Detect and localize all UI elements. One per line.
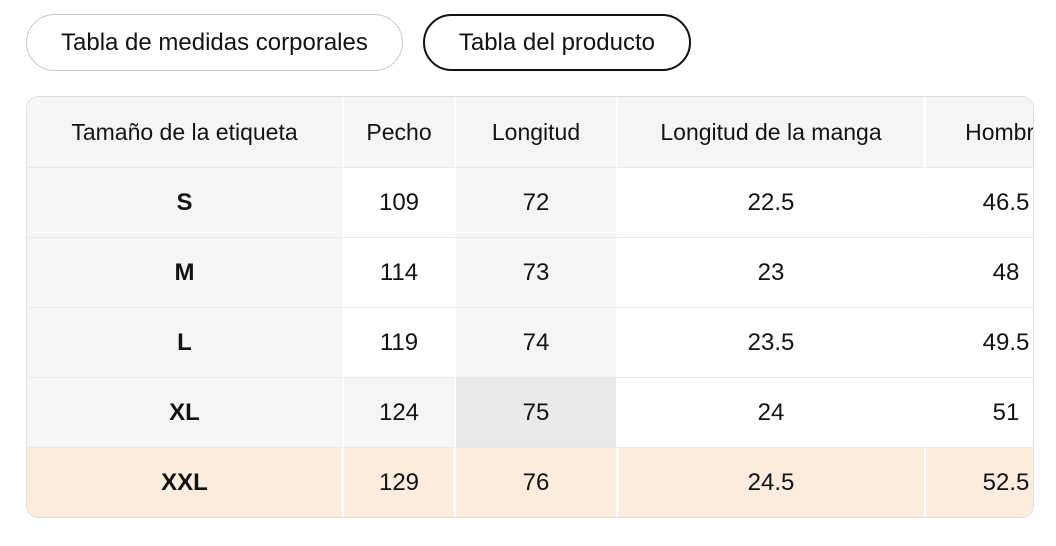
value-cell[interactable]: 76: [456, 447, 618, 517]
size-cell-XL[interactable]: XL: [27, 377, 344, 447]
value-cell[interactable]: 49.5: [926, 307, 1033, 377]
value-cell[interactable]: 23.5: [618, 307, 926, 377]
size-cell-XXL[interactable]: XXL: [27, 447, 344, 517]
value-cell[interactable]: 51: [926, 377, 1033, 447]
value-cell[interactable]: 129: [344, 447, 456, 517]
table-row-S: S 109 72 22.5 46.5: [27, 167, 1033, 237]
value-cell[interactable]: 72: [456, 167, 618, 237]
value-cell[interactable]: 24: [618, 377, 926, 447]
value-cell[interactable]: 73: [456, 237, 618, 307]
value-cell[interactable]: 124: [344, 377, 456, 447]
size-chart-tabs: Tabla de medidas corporales Tabla del pr…: [26, 14, 1056, 71]
column-header-3: Longitud: [456, 97, 618, 167]
column-header-5: Hombro: [926, 97, 1033, 167]
value-cell[interactable]: 46.5: [926, 167, 1033, 237]
size-table: Tamaño de la etiqueta Pecho Longitud Longit…: [27, 97, 1033, 517]
table-row-XL: XL 124 75 24 51: [27, 377, 1033, 447]
size-table-container[interactable]: Tamaño de la etiqueta Pecho Longitud Longit…: [26, 96, 1034, 518]
value-cell[interactable]: 75: [456, 377, 618, 447]
header-row: Tamaño de la etiqueta Pecho Longitud Longit…: [27, 97, 1033, 167]
value-cell[interactable]: 109: [344, 167, 456, 237]
size-cell-S[interactable]: S: [27, 167, 344, 237]
value-cell[interactable]: 48: [926, 237, 1033, 307]
table-row-XXL: XXL 129 76 24.5 52.5: [27, 447, 1033, 517]
column-header-1: Tamaño de la etiqueta: [27, 97, 344, 167]
value-cell[interactable]: 74: [456, 307, 618, 377]
size-table-body: S 109 72 22.5 46.5 M 114 73 23 48 L 119 74 23.5 49.5 XL…: [27, 167, 1033, 517]
value-cell[interactable]: 23: [618, 237, 926, 307]
value-cell[interactable]: 24.5: [618, 447, 926, 517]
column-header-2: Pecho: [344, 97, 456, 167]
size-table-header: Tamaño de la etiqueta Pecho Longitud Longit…: [27, 97, 1033, 167]
tab-product-table[interactable]: Tabla del producto: [422, 14, 691, 71]
value-cell[interactable]: 119: [344, 307, 456, 377]
size-cell-M[interactable]: M: [27, 237, 344, 307]
column-header-4: Longitud de la manga: [618, 97, 926, 167]
value-cell[interactable]: 52.5: [926, 447, 1033, 517]
tab-body-measurements[interactable]: Tabla de medidas corporales: [26, 14, 403, 71]
value-cell[interactable]: 114: [344, 237, 456, 307]
table-row-M: M 114 73 23 48: [27, 237, 1033, 307]
size-cell-L[interactable]: L: [27, 307, 344, 377]
table-row-L: L 119 74 23.5 49.5: [27, 307, 1033, 377]
value-cell[interactable]: 22.5: [618, 167, 926, 237]
